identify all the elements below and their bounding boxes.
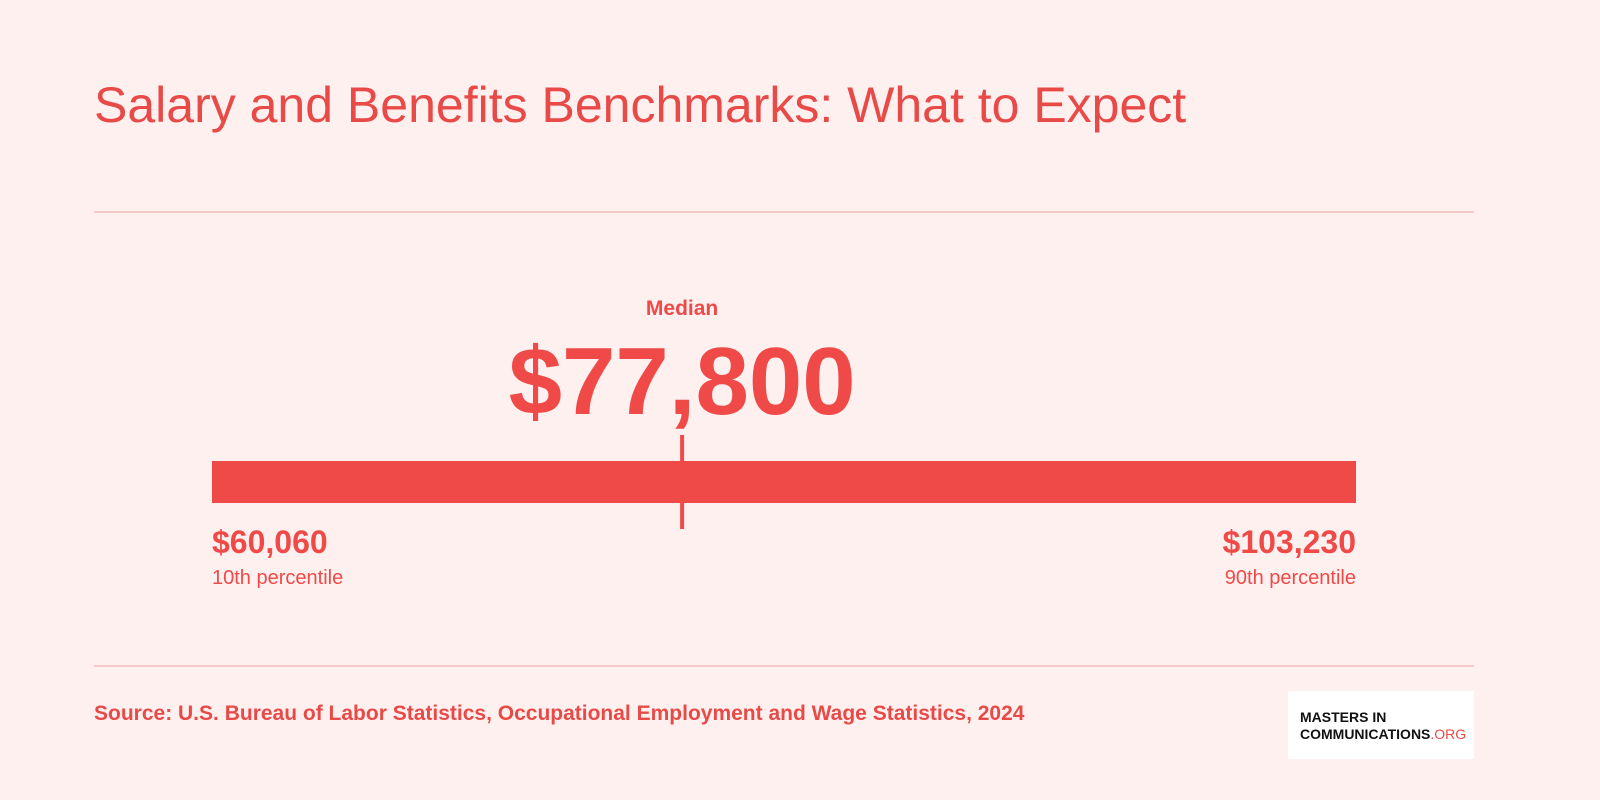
range-bar [212,461,1356,503]
logo-line: COMMUNICATIONS.ORG [1300,726,1466,742]
median-caption: Median [646,297,718,320]
logo-text: COMMUNICATIONS [1300,726,1430,742]
logo-line: MASTERS IN [1300,709,1386,725]
median-value: $77,800 [509,328,856,435]
high-value: $103,230 [1223,524,1356,560]
title: Salary and Benefits Benchmarks: What to … [94,77,1186,133]
low-value: $60,060 [212,524,328,560]
low-caption: 10th percentile [212,567,343,589]
high-caption: 90th percentile [1225,567,1356,589]
logo-box [1288,691,1474,759]
source: Source: U.S. Bureau of Labor Statistics,… [94,702,1025,725]
logo-suffix: .ORG [1430,726,1466,742]
